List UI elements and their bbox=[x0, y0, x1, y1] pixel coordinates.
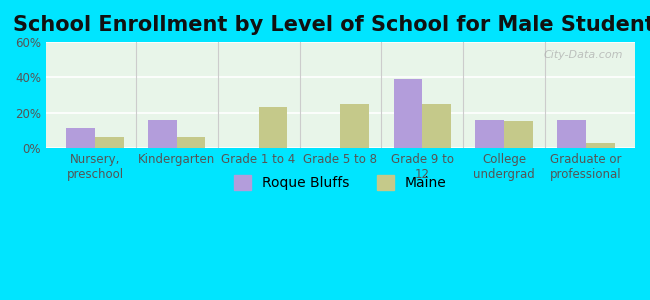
Bar bbox=[95, 137, 124, 148]
Legend: Roque Bluffs, Maine: Roque Bluffs, Maine bbox=[229, 170, 452, 196]
Bar bbox=[66, 128, 95, 148]
Bar bbox=[177, 137, 205, 148]
Text: City-Data.com: City-Data.com bbox=[543, 50, 623, 59]
Title: School Enrollment by Level of School for Male Students: School Enrollment by Level of School for… bbox=[13, 15, 650, 35]
Bar bbox=[557, 120, 586, 148]
Bar bbox=[341, 104, 369, 148]
Bar bbox=[422, 104, 451, 148]
Bar bbox=[148, 120, 177, 148]
Bar bbox=[586, 142, 614, 148]
Bar bbox=[475, 120, 504, 148]
Bar bbox=[394, 79, 422, 148]
Bar bbox=[259, 107, 287, 148]
Bar bbox=[504, 122, 533, 148]
